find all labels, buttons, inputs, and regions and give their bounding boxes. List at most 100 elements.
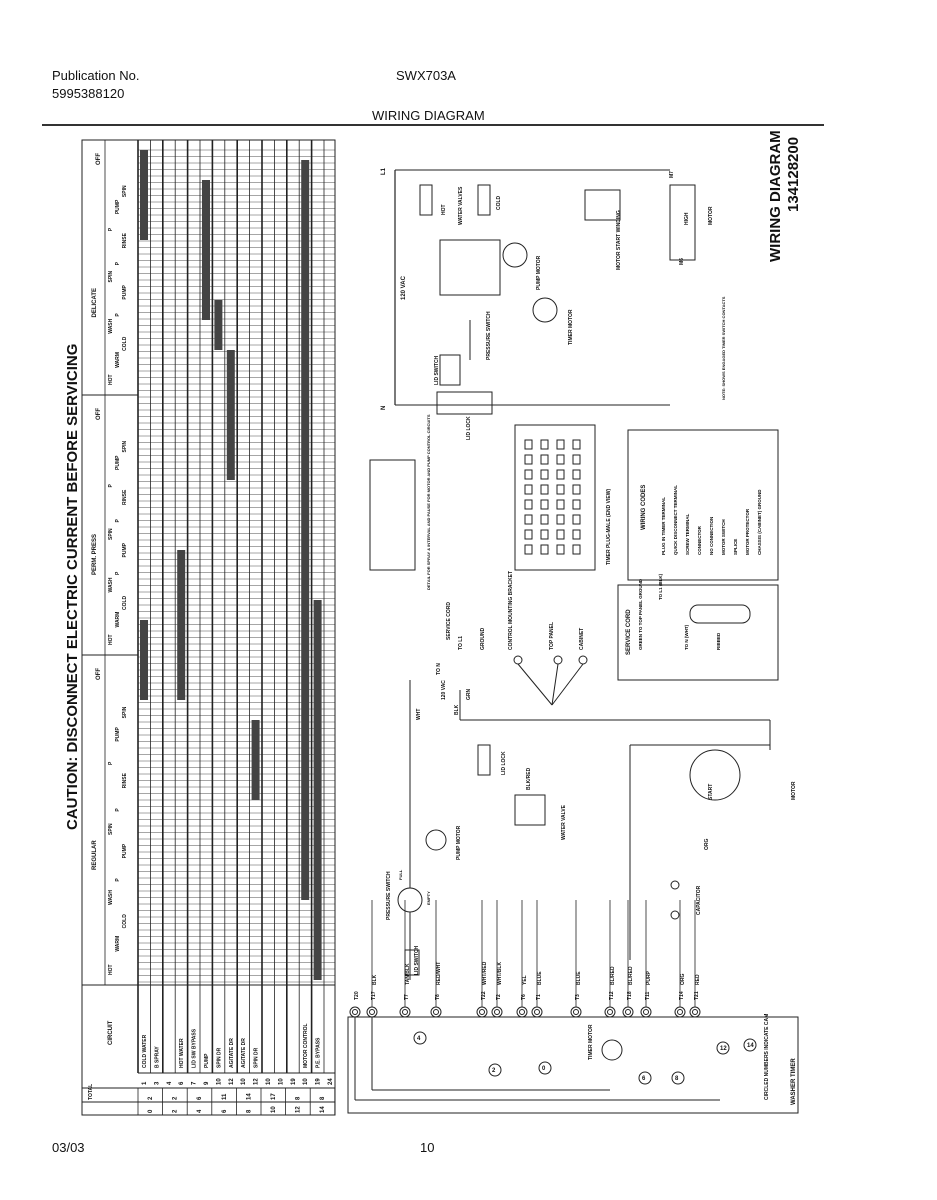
terminal-label: T3 [575, 994, 581, 1000]
total-label: TOTAL [88, 1084, 94, 1100]
phase-label: PUMP [115, 727, 121, 742]
wiring-code-item: CHASSIS (CABINET) GROUND [757, 489, 762, 555]
terminal-label: T8 [435, 994, 441, 1000]
wire-color-label: TAN/BLK [405, 963, 411, 985]
wiring-code-item: MOTOR SWITCH [721, 519, 726, 555]
phase-label: PUMP [115, 455, 121, 470]
terminal-number: 24 [328, 1078, 334, 1085]
terminal-label: T11 [645, 991, 651, 1000]
timer-terminal-inner [519, 1009, 525, 1015]
terminal-label: T17 [371, 991, 377, 1000]
wiring-code-item: PLUG IN TIMER TERMINAL [661, 497, 666, 555]
terminal-number: 19 [316, 1078, 322, 1085]
lid-switch-box [439, 354, 461, 386]
cam-index: 6 [222, 1109, 228, 1113]
cam-number: 8 [675, 1076, 679, 1082]
timer-motor-lower [601, 1039, 623, 1061]
timer-terminal-inner [607, 1009, 613, 1015]
page-title: WIRING DIAGRAM [372, 108, 485, 123]
plug-pin [540, 484, 549, 495]
grn-label: GRN [466, 689, 472, 701]
bracket-ground [513, 655, 523, 665]
phase-label: SPIN [108, 823, 114, 835]
plug-pin [556, 514, 565, 525]
timer-terminal-inner [433, 1009, 439, 1015]
phase-label: WARM [115, 612, 121, 628]
water-valve-lower [514, 794, 546, 826]
timer-chart [81, 139, 336, 1116]
plug-pin [572, 439, 581, 450]
wiring-code-item: SPLICE [733, 539, 738, 555]
bracket-label: CONTROL MOUNTING BRACKET [508, 571, 514, 650]
terminal-label: T21 [694, 991, 700, 1000]
off-label: OFF [96, 668, 102, 680]
cam-dwell-bar [214, 300, 223, 350]
plug-pin [572, 514, 581, 525]
phase-label: P [115, 808, 121, 812]
terminal-number: 10 [278, 1078, 284, 1085]
phase-label: HOT [108, 634, 114, 645]
cam-index: 8 [246, 1109, 252, 1113]
plug-pin [572, 529, 581, 540]
plug-pin [572, 469, 581, 480]
plug-pin [556, 484, 565, 495]
phase-label: PUMP [122, 284, 128, 299]
cam-dwell-bar [140, 620, 148, 700]
ground-wire [551, 663, 584, 706]
circuit-label: SPIN DR [216, 1047, 222, 1068]
circuit-label: COLD WATER [142, 1034, 148, 1068]
cam-number: 2 [492, 1068, 496, 1074]
terminal-label: T1 [536, 994, 542, 1000]
wire-color-label: RED [695, 974, 701, 985]
service-cord-title: SERVICE CORD [626, 609, 632, 655]
circuit-label: B SPRAY [154, 1046, 160, 1068]
wire-color-label: BLK [372, 974, 378, 985]
wht-label: WHT [416, 709, 422, 720]
l1-label: L1 [381, 167, 387, 175]
plug-pin [556, 469, 565, 480]
service-cord-l1: TO L1 (BLK) [658, 573, 663, 600]
lid-switch-lower-label: LID SWITCH [414, 945, 420, 975]
terminal-label: T14 [679, 991, 685, 1000]
hot-valve-coil [419, 184, 433, 216]
cam-index: 10 [271, 1106, 277, 1113]
timer-terminal-inner [692, 1009, 698, 1015]
motor-lower [689, 749, 741, 801]
phase-label: PUMP [115, 199, 121, 214]
phase-label: P [115, 878, 121, 882]
phase-label: COLD [122, 336, 128, 351]
ground-wire [517, 663, 553, 706]
lid-switch-label: LID SWITCH [434, 355, 440, 385]
wiring-code-item: MOTOR PROTECTOR [745, 508, 750, 555]
phase-label: RINSE [122, 232, 128, 248]
cycle-label: DELICATE [92, 288, 98, 318]
cam-total: 2 [173, 1096, 179, 1100]
capacitor-label: CAPACITOR [696, 885, 702, 915]
terminal-number: 12 [254, 1078, 260, 1085]
terminal-number: 3 [154, 1081, 160, 1085]
cam-index: 2 [173, 1109, 179, 1113]
terminal-label: T12 [609, 991, 615, 1000]
cam-dwell-bar [226, 350, 235, 480]
plug-pin [540, 529, 549, 540]
top-panel-ground [553, 655, 563, 665]
footer-date: 03/03 [52, 1140, 85, 1155]
cam-dwell-bar [202, 180, 210, 320]
terminal-label: T22 [481, 991, 487, 1000]
phase-label: SPIN [108, 270, 114, 282]
phase-label: P [115, 313, 121, 317]
cycle-label: PERM. PRESS [92, 534, 98, 575]
service-cord-green: GREEN TO TOP PANEL GROUND [638, 578, 643, 650]
wiring-codes-title: WIRING CODES [641, 485, 647, 530]
timer-terminal-inner [479, 1009, 485, 1015]
wire-color-label: BL/RED [628, 966, 634, 985]
timer-terminal-inner [677, 1009, 683, 1015]
m6-label: M6 [679, 258, 685, 265]
cam-number: 0 [542, 1066, 546, 1072]
voltage-label: 120 VAC [401, 275, 407, 300]
terminal-number: 7 [192, 1081, 198, 1085]
plug-pin [540, 454, 549, 465]
cam-total: 14 [246, 1093, 252, 1100]
motor-start-label: MOTOR START WINDING [616, 210, 622, 270]
